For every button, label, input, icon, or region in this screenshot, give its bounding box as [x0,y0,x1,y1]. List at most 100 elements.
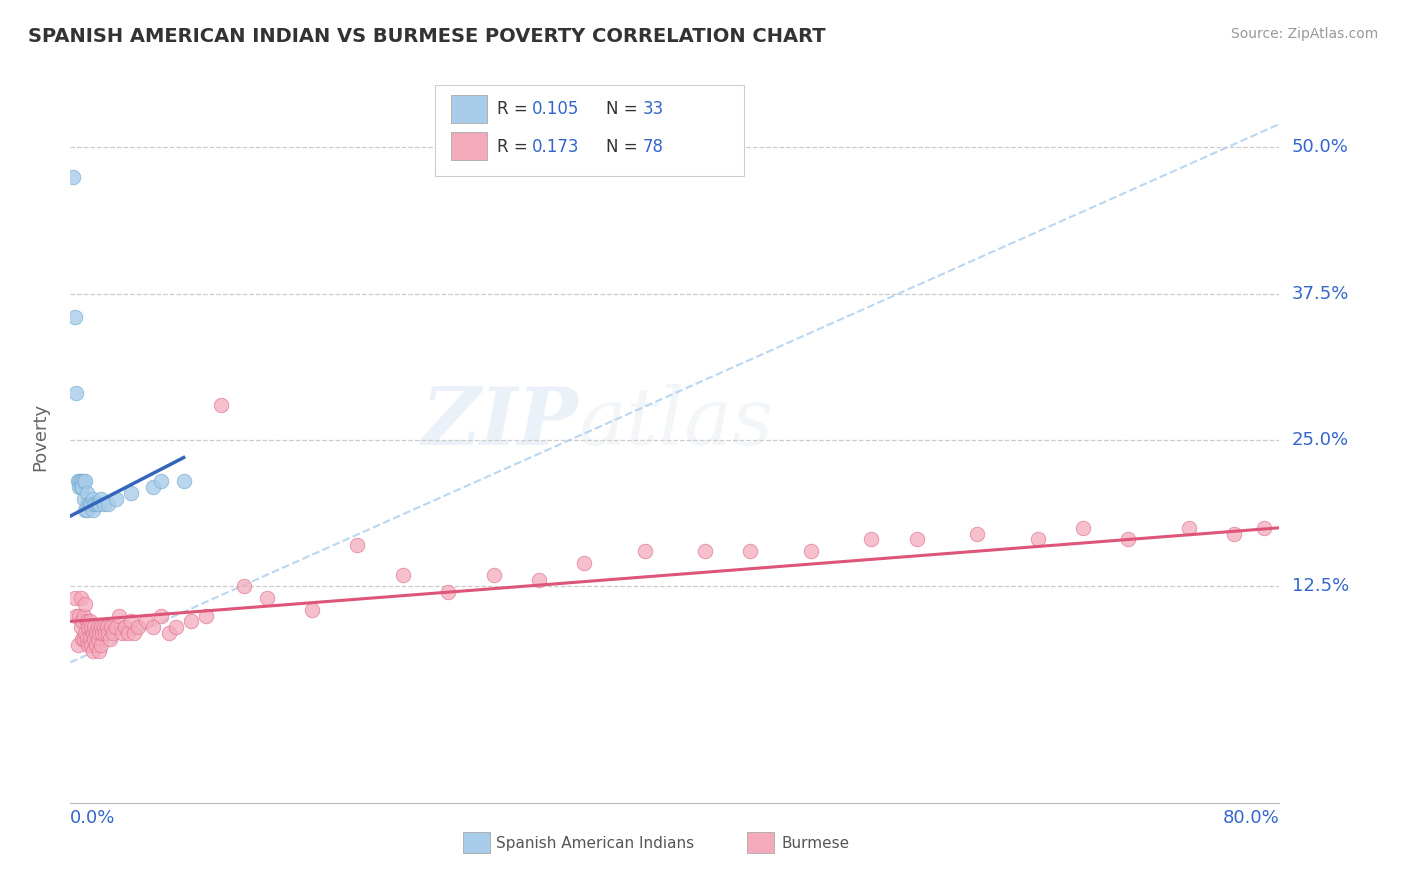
Point [1178,521,1201,535]
Text: 37.5%: 37.5% [1292,285,1348,302]
Bar [451,95,488,122]
Point [90,620,111,634]
Point [98,632,121,646]
Bar [464,832,489,853]
Point [79,615,101,629]
Point [84,497,107,511]
Point [301,603,323,617]
Point [77,620,100,634]
Text: 12.5%: 12.5% [1292,577,1348,595]
Point [1071,521,1094,535]
Point [86,632,108,646]
Point [83,620,105,634]
Point [104,620,127,634]
Point [73,608,96,623]
Point [67,480,90,494]
Point [1026,533,1049,547]
Point [437,585,460,599]
Point [114,620,136,634]
Text: R =: R = [498,137,533,156]
Point [150,608,172,623]
Point [73,491,96,506]
Point [86,620,108,634]
Point [195,608,218,623]
Point [87,626,110,640]
Point [127,620,149,634]
Point [120,485,142,500]
Point [90,638,111,652]
Point [62,169,84,184]
Text: 80.0%: 80.0% [1223,809,1279,827]
Point [73,474,96,488]
FancyBboxPatch shape [436,85,744,176]
Point [76,615,98,629]
Point [70,591,93,605]
Point [104,491,127,506]
Point [73,632,96,646]
Point [96,620,118,634]
Point [173,474,195,488]
Text: 78: 78 [643,137,664,156]
Point [76,503,98,517]
Text: 33: 33 [643,101,664,119]
Point [84,626,107,640]
Point [256,591,278,605]
Text: Poverty: Poverty [31,403,49,471]
Point [93,620,115,634]
Point [117,626,139,640]
Point [79,497,101,511]
Point [93,497,115,511]
Point [75,597,97,611]
Point [84,638,107,652]
Point [1223,526,1246,541]
Point [135,615,157,629]
Point [111,626,134,640]
Point [142,620,165,634]
Point [63,310,86,325]
Text: 50.0%: 50.0% [1292,138,1348,156]
Point [574,556,596,570]
Point [860,533,883,547]
Point [75,474,97,488]
Point [67,474,90,488]
Point [211,398,233,412]
Point [72,632,94,646]
Point [905,533,928,547]
Point [87,643,110,657]
Point [63,591,86,605]
Text: SPANISH AMERICAN INDIAN VS BURMESE POVERTY CORRELATION CHART: SPANISH AMERICAN INDIAN VS BURMESE POVER… [28,27,825,45]
Text: R =: R = [498,101,533,119]
Text: atlas: atlas [578,384,773,461]
Point [527,574,550,588]
Point [70,474,93,488]
Point [1116,533,1139,547]
Point [79,632,101,646]
Point [482,567,505,582]
Point [97,626,120,640]
Point [75,626,97,640]
Text: N =: N = [606,101,643,119]
Point [157,626,180,640]
Point [86,497,108,511]
Point [693,544,716,558]
Point [72,480,94,494]
Point [90,491,111,506]
Point [165,620,187,634]
Text: 0.105: 0.105 [533,101,579,119]
Point [72,615,94,629]
Point [82,491,104,506]
Point [82,643,104,657]
Point [75,503,97,517]
Text: 0.173: 0.173 [533,137,579,156]
Point [966,526,988,541]
Point [142,480,165,494]
Point [107,608,129,623]
Point [80,620,103,634]
Point [633,544,655,558]
Point [66,474,89,488]
Bar [451,132,488,160]
Point [80,638,103,652]
Point [76,485,98,500]
Point [1253,521,1275,535]
Text: 25.0%: 25.0% [1292,431,1348,449]
